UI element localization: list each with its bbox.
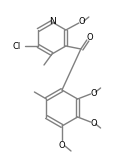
Text: O: O: [87, 33, 93, 42]
Text: N: N: [50, 18, 56, 27]
Text: O: O: [79, 18, 85, 27]
Text: Cl: Cl: [13, 42, 21, 51]
Text: O: O: [90, 119, 97, 128]
Text: O: O: [90, 89, 97, 97]
Text: O: O: [59, 140, 65, 150]
